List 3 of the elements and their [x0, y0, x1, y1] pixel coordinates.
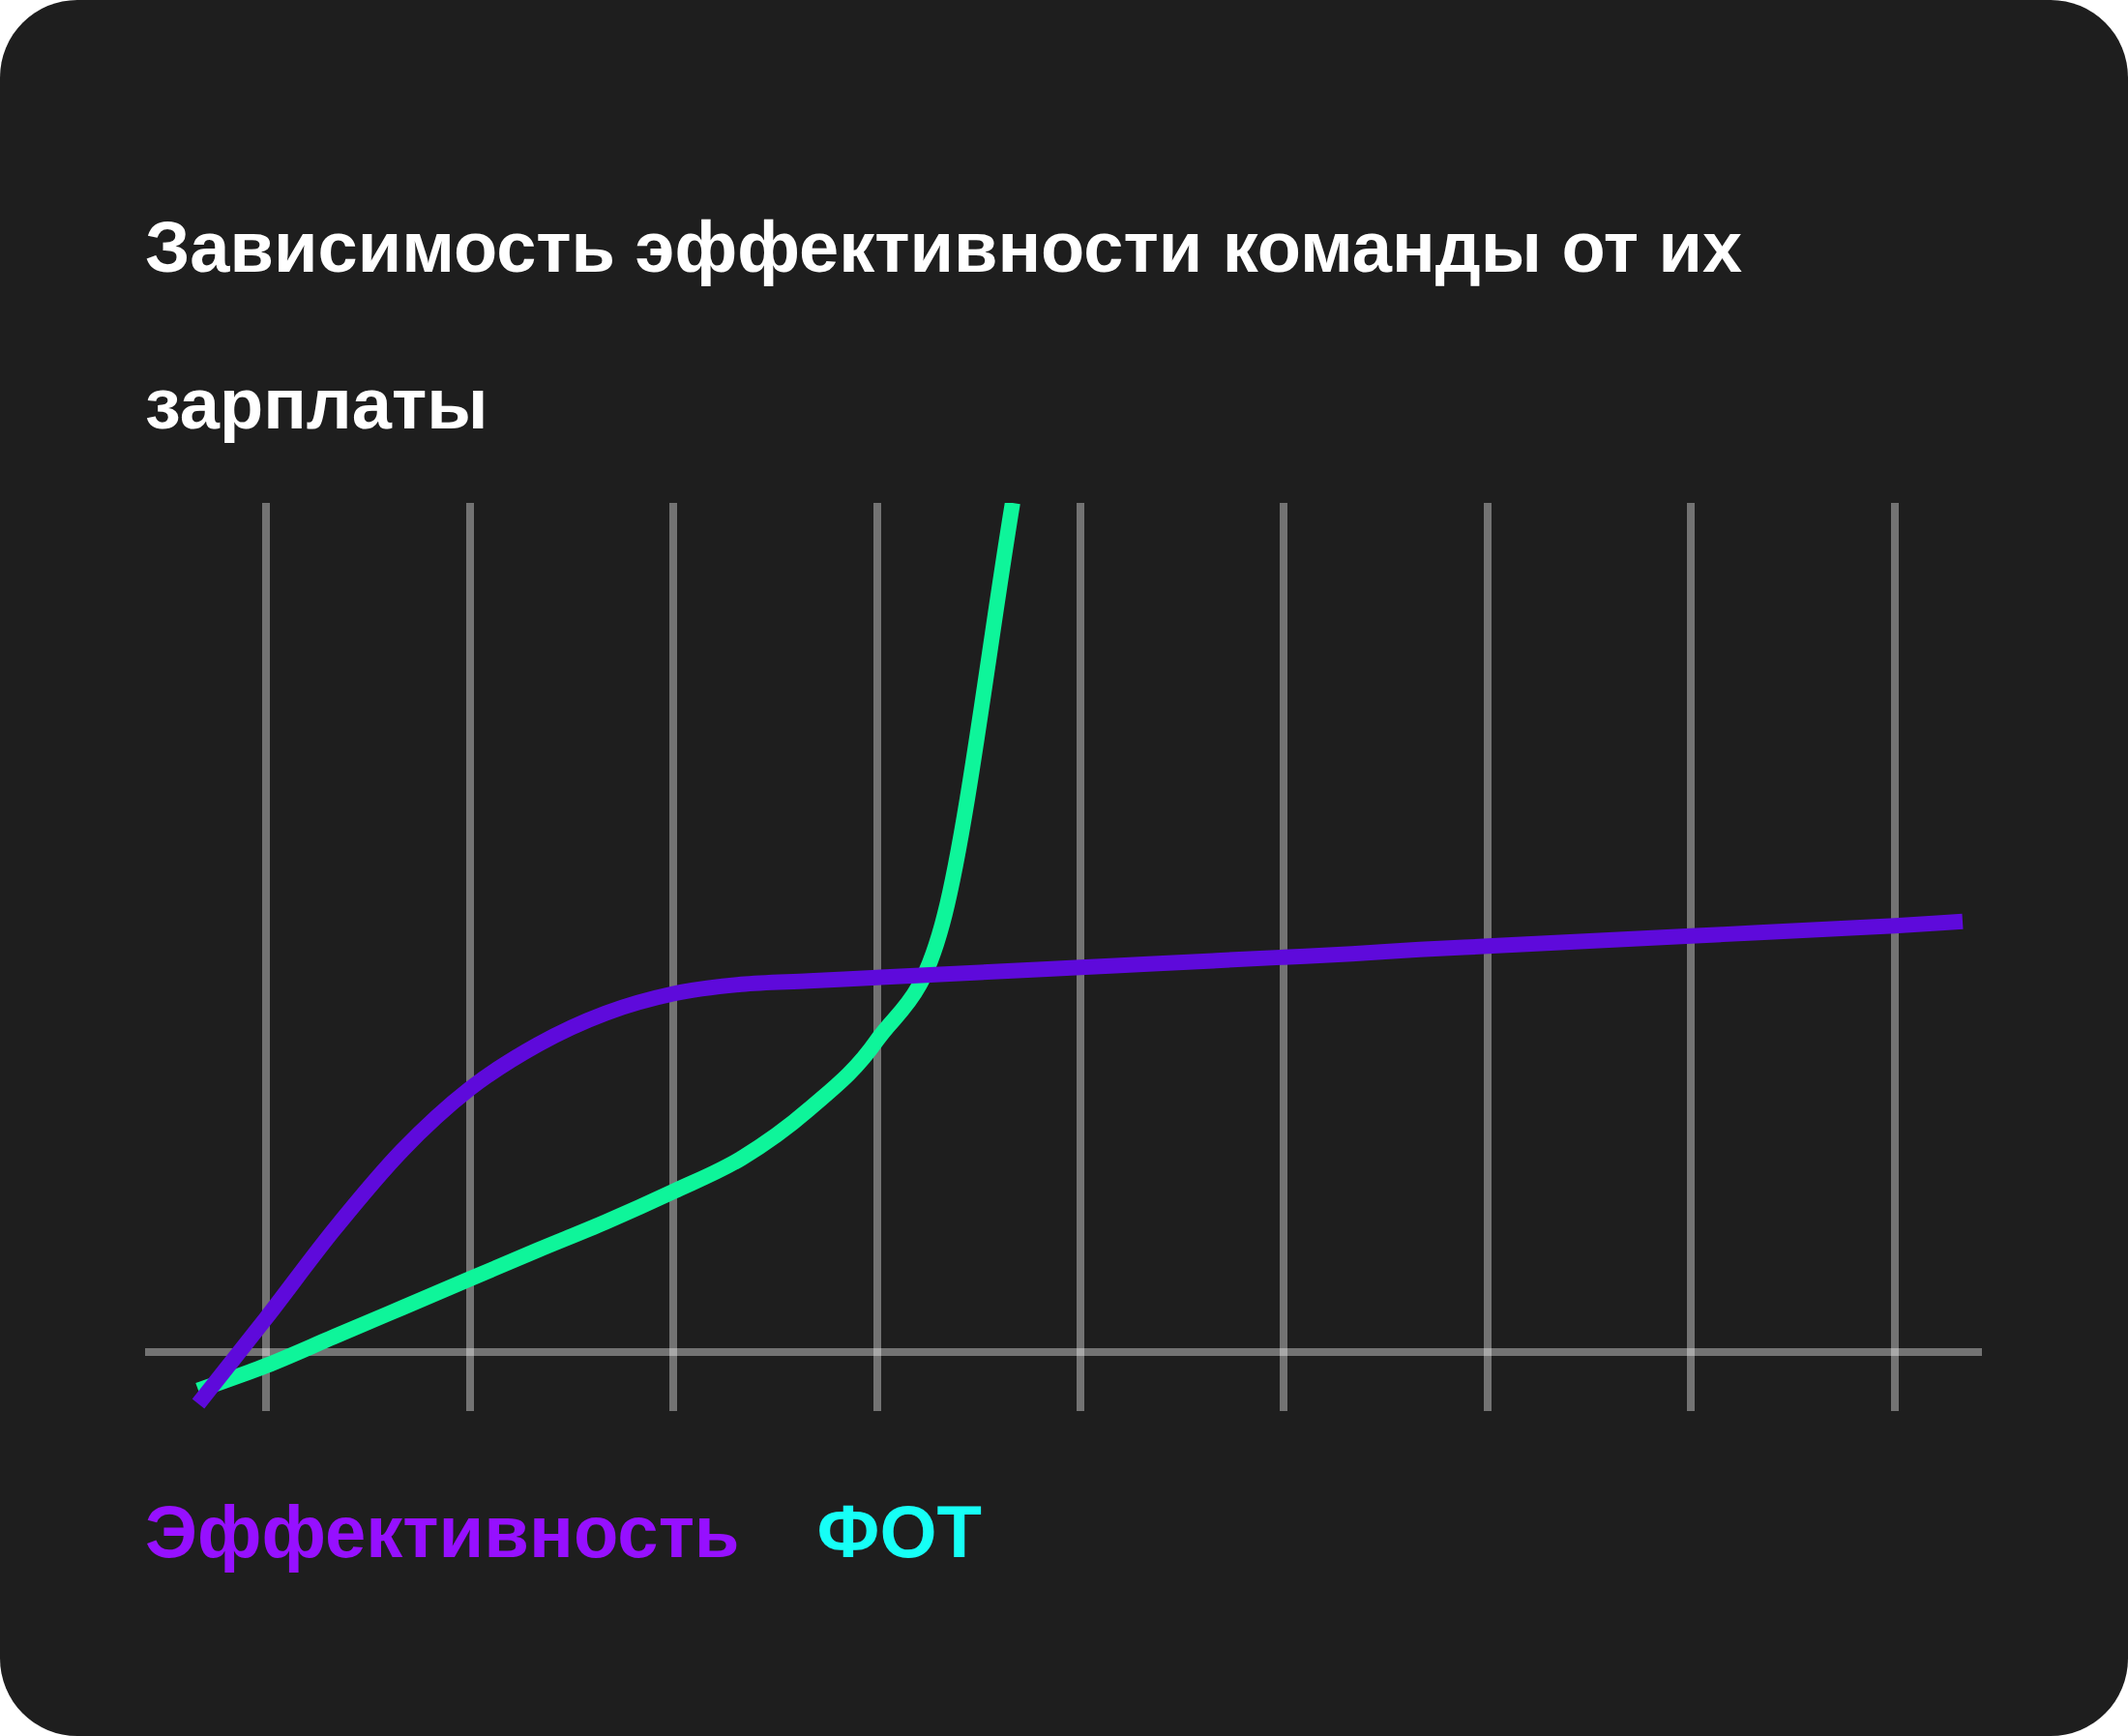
- chart-title: Зависимость эффективности команды от их зарплаты: [145, 206, 1744, 446]
- series-label: Эффективность: [145, 1489, 740, 1574]
- text: ФОТ: [816, 1489, 982, 1574]
